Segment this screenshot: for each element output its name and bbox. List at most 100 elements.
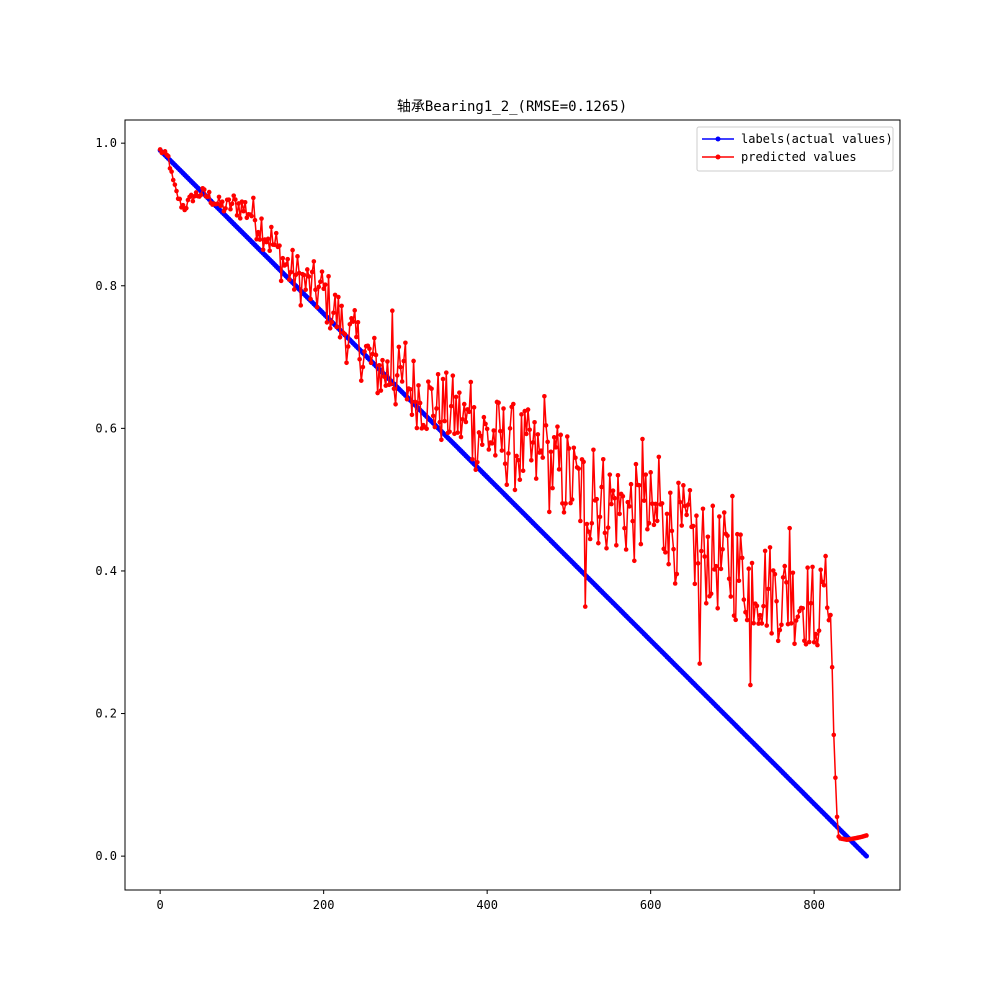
point-predicted <box>620 493 626 499</box>
point-predicted <box>206 189 212 195</box>
point-predicted <box>560 501 565 506</box>
point-predicted <box>260 247 266 252</box>
point-predicted <box>834 814 840 820</box>
point-predicted <box>430 413 436 419</box>
point-predicted <box>676 480 681 486</box>
point-predicted <box>802 638 807 644</box>
point-predicted <box>538 448 544 453</box>
point-predicted <box>550 485 555 491</box>
point-predicted <box>301 272 307 278</box>
point-predicted <box>622 525 627 531</box>
point-predicted <box>434 406 439 411</box>
point-predicted <box>461 401 467 407</box>
point-predicted <box>614 542 619 548</box>
point-predicted <box>425 379 431 384</box>
point-predicted <box>749 560 755 566</box>
point-predicted <box>543 423 549 428</box>
y-tick-label: 0.4 <box>95 564 117 578</box>
point-predicted <box>533 476 539 481</box>
point-predicted <box>672 581 678 586</box>
point-predicted <box>576 466 582 471</box>
point-predicted <box>251 195 256 201</box>
point-predicted <box>584 521 590 527</box>
point-predicted <box>234 213 240 218</box>
point-predicted <box>396 344 402 350</box>
point-predicted <box>561 510 567 515</box>
point-predicted <box>309 269 315 275</box>
point-predicted <box>205 194 210 200</box>
point-predicted <box>512 487 518 493</box>
point-predicted <box>548 449 554 455</box>
point-predicted <box>437 419 443 425</box>
point-predicted <box>555 424 560 429</box>
point-predicted <box>766 586 771 592</box>
point-predicted <box>645 526 650 532</box>
point-predicted <box>468 379 474 385</box>
point-predicted <box>589 520 595 526</box>
point-predicted <box>216 194 222 200</box>
point-predicted <box>352 308 358 313</box>
point-predicted <box>764 623 770 628</box>
point-predicted <box>244 215 250 221</box>
point-predicted <box>390 308 395 314</box>
point-predicted <box>685 502 691 507</box>
point-predicted <box>602 530 608 536</box>
point-predicted <box>358 378 364 383</box>
point-predicted <box>623 547 629 552</box>
point-predicted <box>772 571 778 577</box>
point-predicted <box>788 621 794 626</box>
point-predicted <box>648 470 653 475</box>
point-predicted <box>596 540 601 546</box>
point-predicted <box>659 501 665 506</box>
point-predicted <box>408 386 413 392</box>
point-predicted <box>720 546 725 552</box>
point-predicted <box>511 401 516 407</box>
x-tick-label: 800 <box>803 898 825 912</box>
point-predicted <box>519 412 524 417</box>
point-predicted <box>229 201 235 206</box>
point-predicted <box>257 237 263 242</box>
point-predicted <box>525 407 531 412</box>
y-tick-label: 0.0 <box>95 849 117 863</box>
point-predicted <box>291 287 297 292</box>
y-tick-label: 0.2 <box>95 707 117 721</box>
point-predicted <box>816 628 822 633</box>
point-predicted <box>679 523 685 528</box>
point-predicted <box>806 639 812 645</box>
point-predicted <box>391 386 397 392</box>
point-predicted <box>586 529 591 534</box>
point-predicted <box>663 550 668 555</box>
point-predicted <box>828 612 833 618</box>
point-predicted <box>569 497 575 502</box>
point-predicted <box>278 278 284 284</box>
point-predicted <box>649 501 655 507</box>
point-predicted <box>169 169 174 174</box>
point-predicted <box>177 196 183 202</box>
point-predicted <box>545 439 550 445</box>
point-predicted <box>367 346 372 352</box>
point-predicted <box>414 425 420 431</box>
x-tick-label: 200 <box>313 898 335 912</box>
point-predicted <box>692 581 698 587</box>
point-predicted <box>527 427 532 433</box>
point-predicted <box>684 512 689 518</box>
point-predicted <box>378 388 384 393</box>
point-predicted <box>761 603 766 609</box>
point-predicted <box>350 319 356 324</box>
point-predicted <box>219 199 225 205</box>
point-predicted <box>674 571 680 577</box>
point-predicted <box>388 381 393 387</box>
point-predicted <box>324 320 330 325</box>
point-predicted <box>435 371 441 377</box>
point-predicted <box>334 324 340 330</box>
point-predicted <box>717 514 722 519</box>
point-predicted <box>416 383 421 388</box>
point-predicted <box>612 495 617 501</box>
point-predicted <box>757 612 763 618</box>
plot-area <box>157 147 869 859</box>
point-predicted <box>699 548 704 554</box>
point-actual <box>863 853 869 859</box>
point-predicted <box>429 386 434 392</box>
point-predicted <box>318 279 323 285</box>
